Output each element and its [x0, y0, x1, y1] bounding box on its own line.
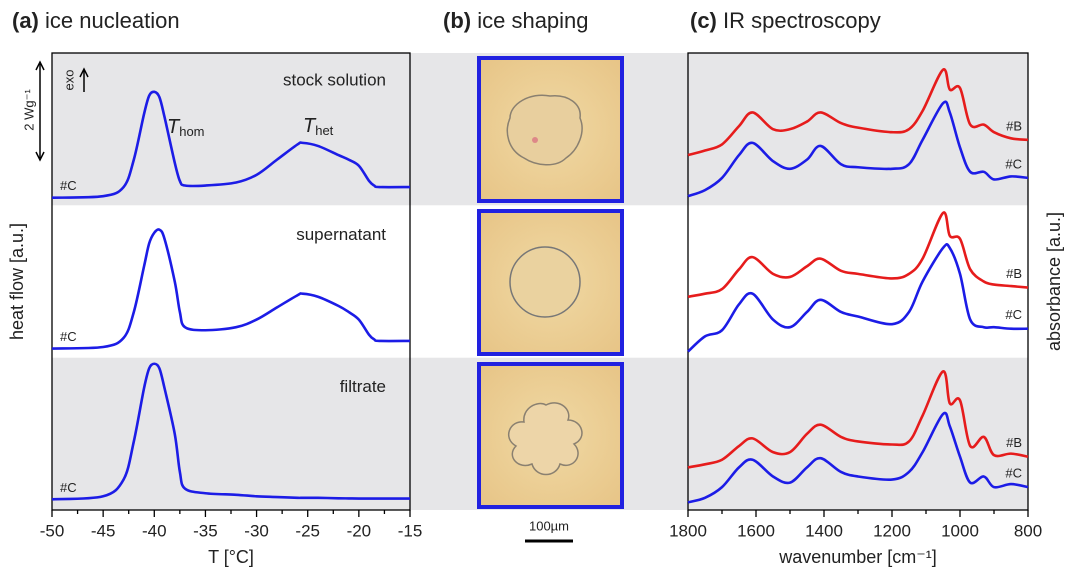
curve — [687, 411, 1029, 504]
x-tick-label: -40 — [142, 521, 167, 540]
exo-arrow — [79, 67, 89, 92]
series-label: #B — [1006, 266, 1022, 281]
curve — [51, 90, 411, 200]
scale-bar-label: 100µm — [529, 518, 569, 533]
curve — [51, 362, 410, 501]
panel-a-title: (a) ice nucleation — [12, 8, 180, 33]
micrograph — [477, 56, 624, 203]
x-tick-label: -35 — [193, 521, 218, 540]
panel-label: (c) — [690, 8, 717, 33]
scale-label: 2 Wg⁻¹ — [21, 89, 36, 131]
strip-label: stock solution — [283, 70, 386, 89]
x-tick-label: 1400 — [805, 521, 843, 540]
micrograph — [477, 362, 624, 509]
series-label: #C — [60, 480, 77, 495]
x-tick-label: -15 — [398, 521, 423, 540]
series-label: #B — [1006, 435, 1022, 450]
strip-label: supernatant — [296, 225, 386, 244]
y-axis-label: heat flow [a.u.] — [7, 223, 27, 340]
panel-b-title: (b) ice shaping — [443, 8, 589, 33]
panel-label: (b) — [443, 8, 471, 33]
series-label: #C — [1005, 156, 1022, 171]
subscript: het — [315, 123, 333, 138]
x-tick-label: -50 — [40, 521, 65, 540]
symbol: T — [167, 116, 181, 138]
x-axis-label: wavenumber [cm⁻¹] — [778, 547, 937, 567]
y-axis-label: absorbance [a.u.] — [1044, 212, 1064, 351]
subscript: hom — [179, 124, 204, 139]
t-het: Thet — [303, 115, 334, 138]
exo-label: exo — [61, 70, 76, 91]
series-label: #C — [60, 178, 77, 193]
x-tick-label: 1600 — [737, 521, 775, 540]
x-tick-label: 1000 — [941, 521, 979, 540]
curve — [687, 68, 1029, 157]
x-tick-label: 800 — [1014, 521, 1042, 540]
x-tick-label: -25 — [295, 521, 320, 540]
t-hom: Thom — [167, 116, 205, 139]
micrograph — [477, 209, 624, 356]
symbol: T — [303, 115, 317, 137]
curve — [687, 242, 1029, 353]
series-label: #B — [1006, 118, 1022, 133]
x-tick-label: -45 — [91, 521, 116, 540]
series-label: #C — [60, 329, 77, 344]
x-tick-label: -20 — [347, 521, 372, 540]
panel-title: ice nucleation — [45, 8, 180, 33]
strip-label: filtrate — [340, 377, 386, 396]
panel-title: ice shaping — [477, 8, 588, 33]
panel-label: (a) — [12, 8, 39, 33]
curve — [687, 370, 1029, 469]
series-label: #C — [1005, 466, 1022, 481]
series-label: #C — [1005, 307, 1022, 322]
panel-c-title: (c) IR spectroscopy — [690, 8, 881, 33]
curve — [687, 211, 1029, 299]
scale-arrow — [35, 60, 45, 162]
x-tick-label: 1800 — [669, 521, 707, 540]
curve — [51, 228, 411, 350]
x-axis-label: T [°C] — [208, 547, 254, 567]
x-tick-label: -30 — [244, 521, 269, 540]
panel-title: IR spectroscopy — [723, 8, 881, 33]
curve — [687, 100, 1029, 198]
x-tick-label: 1200 — [873, 521, 911, 540]
